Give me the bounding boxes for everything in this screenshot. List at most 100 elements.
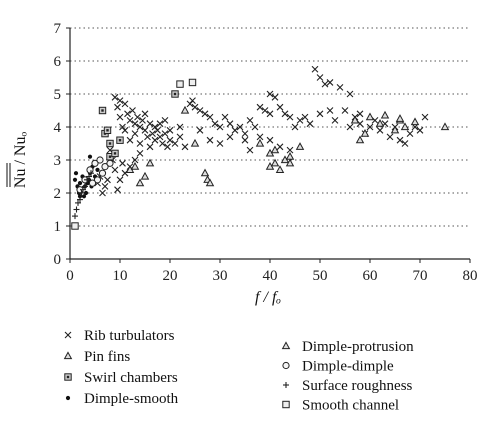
point-surface-roughness — [82, 183, 88, 190]
point-rib-turbulators — [151, 136, 159, 144]
point-surface-roughness — [88, 170, 94, 177]
point-rib-turbulators — [376, 126, 384, 134]
point-pin-fins — [295, 142, 305, 150]
point-pin-fins — [200, 168, 210, 177]
point-dimple-dimple — [91, 159, 99, 167]
legend-marker-surface-roughness — [283, 382, 289, 388]
point-rib-turbulators — [231, 126, 239, 134]
point-rib-turbulators — [246, 146, 254, 154]
point-swirl-chambers — [171, 90, 179, 98]
point-dimple-smooth — [81, 194, 87, 199]
x-tick-label: 50 — [313, 268, 328, 284]
point-rib-turbulators — [301, 113, 309, 121]
point-rib-turbulators — [241, 130, 249, 137]
point-pin-fins — [270, 158, 280, 167]
point-pin-fins — [270, 145, 280, 154]
point-rib-turbulators — [251, 123, 259, 131]
point-dimple-dimple — [101, 163, 109, 171]
point-pin-fins — [190, 138, 200, 147]
point-pin-fins — [140, 171, 150, 180]
point-rib-turbulators — [206, 113, 214, 121]
point-dimple-dimple — [106, 159, 114, 167]
point-pin-fins — [285, 158, 295, 167]
axes — [66, 27, 471, 263]
point-rib-turbulators — [201, 110, 209, 118]
legend-label: Dimple-dimple — [302, 359, 394, 375]
legend-item-surface-roughness: Surface roughness — [283, 378, 413, 394]
point-pin-fins — [180, 105, 190, 114]
point-dimple-smooth — [95, 167, 100, 172]
point-rib-turbulators — [166, 136, 174, 144]
x-tick-label: 60 — [363, 268, 378, 284]
point-rib-turbulators — [286, 146, 294, 154]
point-rib-turbulators — [176, 123, 184, 131]
point-pin-fins — [400, 122, 410, 131]
y-tick-label: 1 — [54, 219, 62, 235]
point-rib-turbulators — [321, 80, 329, 88]
point-rib-turbulators — [356, 110, 364, 118]
point-rib-turbulators — [149, 130, 156, 137]
point-pin-fins — [130, 161, 140, 170]
point-rib-turbulators — [211, 120, 219, 128]
point-rib-turbulators — [341, 107, 349, 114]
point-dimple-smooth — [83, 190, 89, 196]
point-rib-turbulators — [121, 100, 129, 108]
point-pin-fins — [205, 178, 215, 187]
point-rib-turbulators — [421, 113, 429, 121]
point-rib-turbulators — [111, 93, 119, 101]
legend-marker-smooth-channel — [282, 400, 290, 409]
point-rib-turbulators — [196, 126, 204, 134]
legend-marker-rib-turbulators — [64, 331, 72, 339]
point-rib-turbulators — [196, 107, 204, 114]
point-rib-turbulators — [101, 183, 109, 190]
point-rib-turbulators — [326, 107, 334, 114]
point-smooth-channel — [71, 222, 79, 230]
data-points — [71, 65, 450, 230]
legend-marker-dimple-smooth — [65, 395, 71, 401]
point-rib-turbulators — [281, 110, 289, 118]
point-swirl-chambers — [106, 139, 114, 148]
point-rib-turbulators — [261, 107, 269, 114]
point-rib-turbulators — [346, 123, 354, 131]
legend-item-dimple-dimple: Dimple-dimple — [282, 359, 394, 375]
y-axis-title-text: Nu / Nuₒ — [12, 132, 29, 189]
point-rib-turbulators — [306, 120, 314, 128]
point-rib-turbulators — [161, 117, 169, 124]
point-rib-turbulators — [124, 110, 131, 118]
point-rib-turbulators — [131, 156, 139, 164]
point-rib-turbulators — [151, 123, 159, 131]
y-tick-label: 0 — [54, 252, 62, 268]
point-rib-turbulators — [119, 123, 126, 131]
point-rib-turbulators — [221, 113, 229, 121]
legend-marker-dimple-dimple — [282, 361, 290, 370]
point-rib-turbulators — [129, 107, 136, 114]
point-rib-turbulators — [296, 117, 304, 124]
point-swirl-chambers — [116, 136, 124, 144]
point-rib-turbulators — [146, 120, 154, 128]
y-axis-title: Nu / Nuₒ — [6, 132, 29, 189]
legend-item-rib-turbulators: Rib turbulators — [64, 328, 175, 344]
point-surface-roughness — [77, 196, 83, 203]
point-rib-turbulators — [154, 126, 161, 134]
point-rib-turbulators — [126, 117, 134, 124]
point-rib-turbulators — [366, 123, 374, 131]
legend: Rib turbulators Pin fins Swirl chambers Dim… — [63, 328, 414, 414]
point-rib-turbulators — [276, 143, 284, 151]
point-rib-turbulators — [164, 143, 171, 151]
point-rib-turbulators — [186, 100, 194, 108]
point-dimple-protrusion — [395, 114, 405, 122]
point-rib-turbulators — [114, 186, 121, 194]
point-dimple-protrusion — [440, 122, 450, 131]
legend-item-smooth-channel: Smooth channel — [282, 398, 399, 414]
y-tick-label: 7 — [54, 21, 62, 37]
point-rib-turbulators — [134, 113, 141, 121]
point-rib-turbulators — [111, 166, 119, 174]
point-rib-turbulators — [159, 140, 166, 147]
y-tick-label: 5 — [54, 87, 62, 103]
point-rib-turbulators — [271, 93, 279, 101]
legend-label: Smooth channel — [302, 398, 399, 414]
point-swirl-chambers — [98, 106, 107, 115]
point-rib-turbulators — [141, 110, 149, 118]
